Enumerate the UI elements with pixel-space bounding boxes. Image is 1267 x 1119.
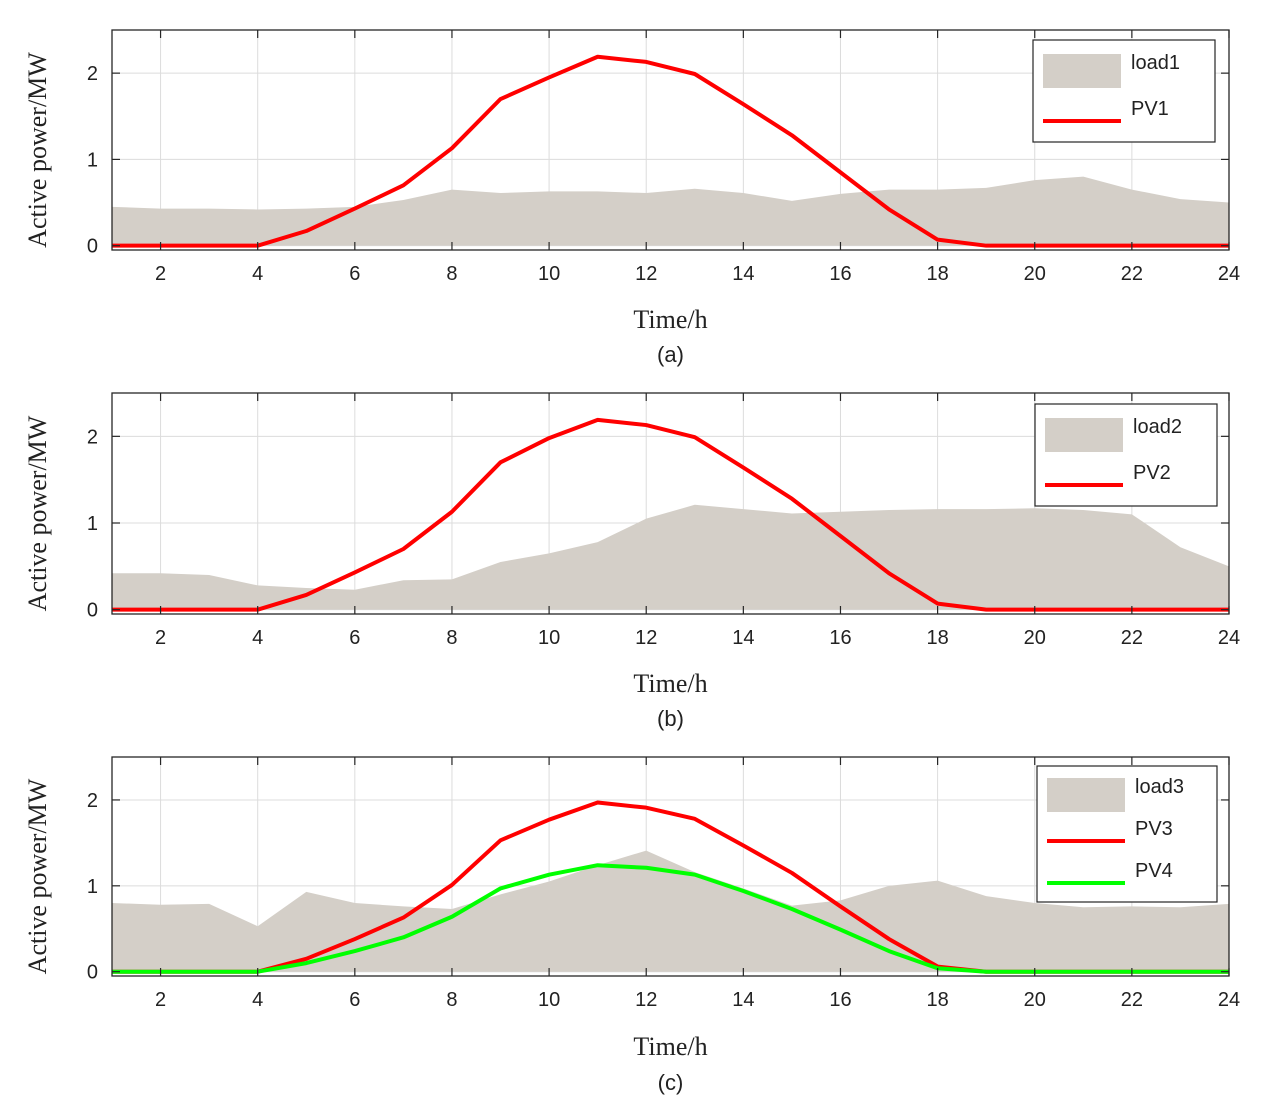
x-tick-label: 16 (829, 263, 851, 285)
x-tick-label: 12 (635, 627, 657, 649)
y-axis-label: Active power/MW (23, 415, 52, 611)
legend: load2 PV2 (1034, 403, 1218, 507)
line-PV1 (112, 54, 1229, 248)
x-tick-label: 6 (349, 989, 360, 1011)
y-tick-label: 2 (87, 426, 98, 448)
x-tick-label: 2 (155, 989, 166, 1011)
x-tick-label: 18 (926, 263, 948, 285)
x-tick-label: 2 (155, 263, 166, 285)
panel-caption: (a) (657, 342, 684, 367)
x-tick-label: 14 (732, 989, 754, 1011)
legend-label-load1: load1 (1131, 52, 1180, 74)
x-tick-label: 8 (446, 263, 457, 285)
y-axis-label: Active power/MW (23, 778, 52, 974)
axes-box (111, 392, 1230, 615)
legend-label-PV1: PV1 (1131, 98, 1169, 120)
x-tick-label: 16 (829, 627, 851, 649)
axes-box (111, 756, 1230, 977)
x-tick-label: 18 (926, 627, 948, 649)
x-tick-label: 22 (1121, 989, 1143, 1011)
panel-caption: (b) (657, 706, 684, 731)
legend: load3 PV3 PV4 (1036, 765, 1218, 903)
y-axis-label: Active power/MW (23, 52, 52, 248)
legend-swatch-load1 (1043, 54, 1121, 88)
x-axis-label: Time/h (633, 669, 707, 698)
x-axis-label: Time/h (633, 305, 707, 334)
y-tick-label: 1 (87, 149, 98, 171)
x-tick-label: 10 (538, 263, 560, 285)
line-PV4 (112, 863, 1229, 974)
x-tick-label: 4 (252, 263, 263, 285)
axes-box (111, 29, 1230, 251)
x-tick-label: 14 (732, 627, 754, 649)
y-tick-label: 2 (87, 63, 98, 85)
legend-swatch-load3 (1047, 778, 1125, 812)
x-tick-label: 24 (1218, 989, 1240, 1011)
x-tick-label: 4 (252, 989, 263, 1011)
x-tick-label: 14 (732, 263, 754, 285)
x-tick-label: 6 (349, 627, 360, 649)
x-tick-label: 24 (1218, 263, 1240, 285)
x-tick-label: 20 (1024, 627, 1046, 649)
x-tick-label: 6 (349, 263, 360, 285)
legend-label-PV3: PV3 (1135, 818, 1173, 840)
y-tick-label: 1 (87, 513, 98, 535)
x-tick-label: 10 (538, 627, 560, 649)
y-tick-label: 0 (87, 236, 98, 258)
x-tick-label: 10 (538, 989, 560, 1011)
x-tick-label: 8 (446, 627, 457, 649)
legend-label-load2: load2 (1133, 416, 1182, 438)
legend-label-PV2: PV2 (1133, 462, 1171, 484)
panel-caption: (c) (658, 1070, 684, 1095)
area-load1 (112, 176, 1229, 246)
x-tick-label: 12 (635, 263, 657, 285)
x-tick-label: 4 (252, 627, 263, 649)
x-tick-label: 12 (635, 989, 657, 1011)
x-tick-label: 2 (155, 627, 166, 649)
x-axis-label: Time/h (633, 1032, 707, 1061)
x-tick-label: 22 (1121, 627, 1143, 649)
legend-label-PV4: PV4 (1135, 860, 1173, 882)
x-tick-label: 20 (1024, 263, 1046, 285)
x-tick-label: 16 (829, 989, 851, 1011)
line-PV2 (112, 417, 1229, 612)
x-tick-label: 18 (926, 989, 948, 1011)
y-tick-label: 1 (87, 876, 98, 898)
x-tick-label: 8 (446, 989, 457, 1011)
y-tick-label: 0 (87, 962, 98, 984)
legend-label-load3: load3 (1135, 776, 1184, 798)
legend: load1 PV1 (1032, 39, 1216, 143)
x-tick-label: 24 (1218, 627, 1240, 649)
y-tick-label: 0 (87, 600, 98, 622)
legend-swatch-load2 (1045, 418, 1123, 452)
x-tick-label: 20 (1024, 989, 1046, 1011)
area-load2 (112, 504, 1229, 610)
y-tick-label: 2 (87, 790, 98, 812)
x-tick-label: 22 (1121, 263, 1143, 285)
